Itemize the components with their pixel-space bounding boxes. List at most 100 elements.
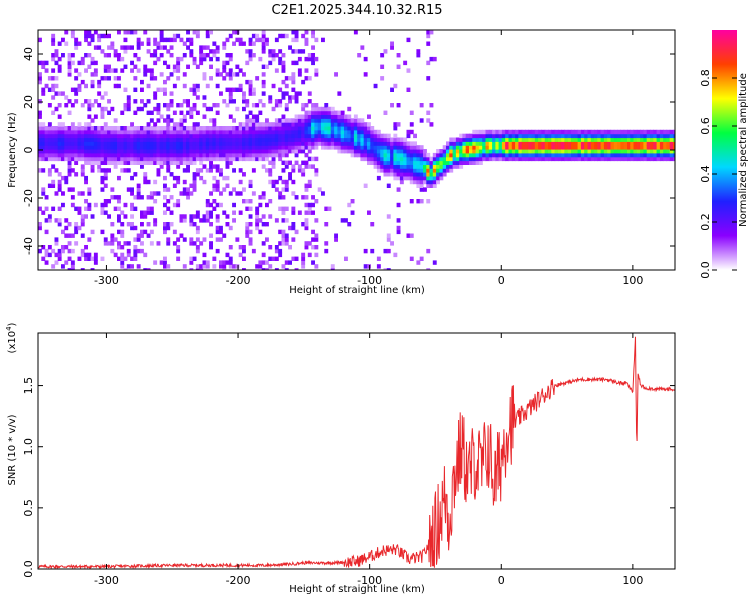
- spectrogram-cell: [284, 118, 289, 123]
- spectrogram-cell: [554, 156, 559, 162]
- spectrogram-cell: [646, 129, 651, 135]
- spectrogram-cell: [93, 149, 98, 154]
- spectrogram-cell: [515, 149, 519, 154]
- spectrogram-cell: [209, 160, 213, 165]
- spectrogram-cell: [278, 175, 283, 181]
- spectrogram-cell: [90, 72, 95, 77]
- spectrogram-cell: [525, 129, 529, 135]
- spectrogram-cell: [209, 214, 213, 219]
- spectrogram-cell: [113, 252, 118, 258]
- spectrogram-cell: [459, 160, 464, 165]
- spectrogram-cell: [123, 152, 128, 158]
- spectrogram-cell: [261, 91, 266, 96]
- spectrogram-cell: [67, 53, 72, 58]
- spectrogram-cell: [429, 168, 434, 173]
- spectrogram-cell: [373, 149, 378, 154]
- spectrogram-cell: [242, 145, 246, 150]
- spectrogram-cell: [97, 137, 102, 142]
- spectrogram-cell: [172, 152, 177, 158]
- spectrogram-cell: [70, 152, 75, 158]
- spectrogram-cell: [143, 252, 148, 258]
- spectrogram-cell: [314, 264, 319, 269]
- spectrogram-cell: [281, 187, 286, 192]
- spectrogram-cell: [465, 149, 470, 154]
- spectrogram-cell: [163, 126, 167, 131]
- spectrogram-cell: [363, 56, 368, 62]
- spectrogram-cell: [93, 30, 98, 35]
- spectrogram-cell: [557, 152, 562, 158]
- spectrogram-cell: [380, 133, 385, 139]
- spectrogram-cell: [179, 103, 184, 108]
- spectrogram-cell: [205, 214, 210, 219]
- spectrogram-cell: [70, 133, 75, 139]
- spectrogram-cell: [304, 222, 309, 227]
- spectrogram-cell: [603, 129, 608, 135]
- spectrogram-cell: [465, 152, 470, 158]
- spectrogram-cell: [222, 141, 227, 146]
- spectrogram-cell: [70, 30, 75, 35]
- spectrogram-cell: [613, 149, 618, 154]
- spectrogram-cell: [419, 187, 424, 192]
- spectrogram-cell: [281, 229, 286, 235]
- spectrogram-cell: [304, 76, 309, 81]
- spectrogram-cell: [117, 152, 121, 158]
- spectrogram-cell: [156, 129, 161, 135]
- spectrogram-cell: [44, 152, 49, 158]
- spectrogram-cell: [360, 152, 365, 158]
- spectrogram-cell: [143, 149, 148, 154]
- spectrogram-cell: [472, 133, 477, 139]
- spectrogram-cell: [248, 79, 253, 85]
- spectrogram-cell: [413, 141, 417, 146]
- spectrogram-cell: [623, 152, 628, 158]
- spectrogram-cell: [274, 179, 279, 185]
- spectrogram-cell: [228, 33, 233, 39]
- spectrogram-cell: [574, 141, 579, 146]
- spectrogram-cell: [205, 202, 210, 208]
- spectrogram-cell: [383, 149, 388, 154]
- spectrogram-cell: [370, 137, 375, 142]
- spectrogram-cell: [186, 110, 190, 115]
- spectrogram-cell: [169, 126, 174, 131]
- spectrogram-cell: [90, 137, 95, 142]
- spectrogram-cell: [107, 64, 111, 69]
- spectrogram-cell: [209, 245, 213, 250]
- spectrogram-cell: [505, 141, 510, 146]
- spectrogram-cell: [153, 133, 158, 139]
- spectrogram-cell: [623, 145, 628, 150]
- spectrogram-cell: [130, 45, 134, 50]
- spectrogram-cell: [297, 114, 302, 119]
- spectrogram-cell: [617, 152, 621, 158]
- spectrogram-cell: [288, 45, 292, 50]
- spectrogram-cell: [51, 164, 56, 169]
- spectrogram-cell: [153, 137, 158, 142]
- spectrogram-cell: [202, 103, 207, 108]
- spectrogram-cell: [97, 149, 102, 154]
- spectrogram-cell: [57, 222, 62, 227]
- spectrogram-cell: [301, 133, 306, 139]
- spectrogram-cell: [528, 141, 533, 146]
- spectrogram-cell: [179, 149, 184, 154]
- spectrogram-cell: [646, 145, 651, 150]
- spectrogram-cell: [149, 191, 154, 196]
- spectrogram-cell: [304, 114, 309, 119]
- spectrogram-cell: [242, 199, 246, 204]
- spectrogram-cell: [192, 152, 197, 158]
- spectrogram-cell: [172, 160, 177, 165]
- spectrogram-cell: [258, 110, 263, 115]
- spectrogram-x-ticks: -300 -200 -100 0 100: [94, 30, 643, 287]
- spectrogram-cell: [133, 110, 138, 115]
- spectrogram-cell: [90, 156, 95, 162]
- spectrogram-cell: [242, 41, 246, 46]
- spectrogram-cell: [663, 145, 668, 150]
- spectrogram-cell: [199, 129, 204, 135]
- spectrogram-cell: [189, 137, 194, 142]
- spectrogram-cell: [334, 233, 338, 238]
- spectrogram-cell: [656, 133, 661, 139]
- spectrogram-cell: [67, 56, 72, 62]
- spectrogram-cell: [383, 133, 388, 139]
- spectrogram-cell: [176, 179, 181, 185]
- spectrogram-cell: [274, 68, 279, 73]
- spectrogram-cell: [222, 152, 227, 158]
- spectrogram-cell: [643, 149, 648, 154]
- spectrogram-cell: [416, 260, 421, 265]
